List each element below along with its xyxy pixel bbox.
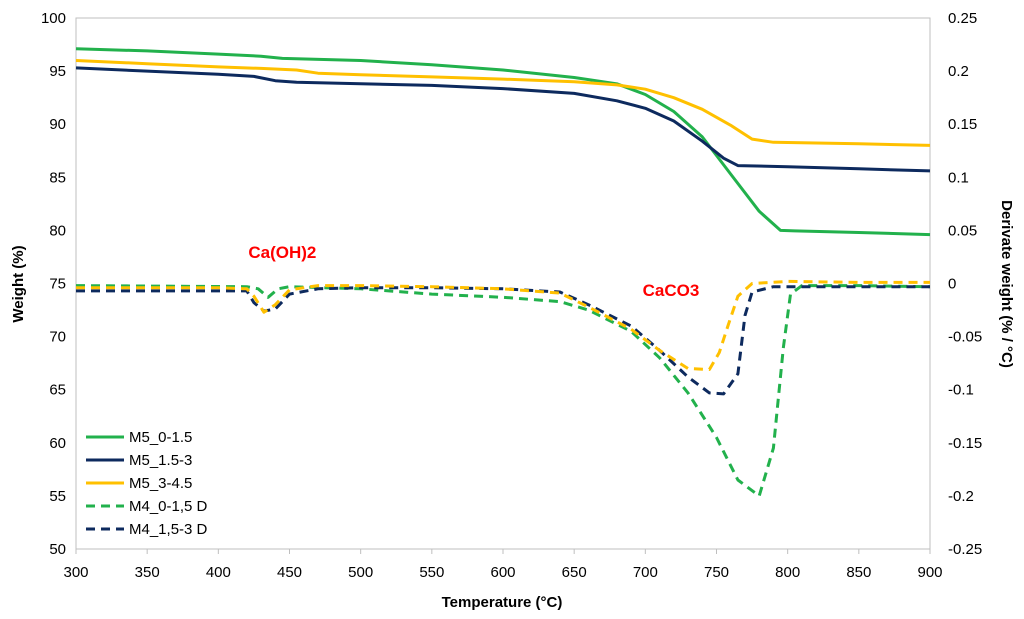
y-tick-label: 70 [49, 329, 66, 346]
x-tick-label: 600 [490, 564, 515, 581]
legend-label: M5_3-4.5 [129, 475, 192, 492]
legend-label: M5_1.5-3 [129, 452, 192, 469]
y2-tick-label: -0.2 [948, 488, 974, 505]
series-line-1 [75, 66, 931, 173]
legend-label: M4_1,5-3 D [129, 521, 208, 538]
y-tick-label: 85 [49, 169, 66, 186]
legend-label: M5_0-1.5 [129, 429, 192, 446]
x-tick-label: 700 [633, 564, 658, 581]
x-tick-label: 500 [348, 564, 373, 581]
y-tick-label: 95 [49, 63, 66, 80]
series-line-3 [75, 284, 931, 498]
plot-area-frame [75, 17, 931, 550]
x-tick-label: 450 [277, 564, 302, 581]
x-axis-title: Temperature (°C) [442, 594, 563, 611]
x-tick-label: 800 [775, 564, 800, 581]
y2-axis-title: Derivate weight (% / °C) [998, 200, 1015, 368]
y-tick-label: 60 [49, 435, 66, 452]
y2-tick-label: 0.25 [948, 10, 977, 27]
series-line-2 [75, 59, 931, 147]
x-tick-label: 900 [917, 564, 942, 581]
y-tick-label: 75 [49, 276, 66, 293]
y2-tick-label: 0.15 [948, 116, 977, 133]
y2-tick-label: -0.05 [948, 329, 982, 346]
y-axis-title: Weight (%) [10, 245, 27, 322]
y2-tick-label: -0.15 [948, 435, 982, 452]
annotation-label: Ca(OH)2 [248, 243, 316, 262]
y2-tick-label: -0.25 [948, 541, 982, 558]
y2-tick-label: 0.05 [948, 222, 977, 239]
x-tick-label: 850 [846, 564, 871, 581]
legend-label: M4_0-1,5 D [129, 498, 208, 515]
x-tick-label: 750 [704, 564, 729, 581]
y-tick-label: 50 [49, 541, 66, 558]
x-tick-label: 350 [135, 564, 160, 581]
y-tick-label: 100 [41, 10, 66, 27]
y-tick-label: 80 [49, 222, 66, 239]
y2-tick-label: 0.2 [948, 63, 969, 80]
y-tick-label: 90 [49, 116, 66, 133]
y2-tick-label: 0.1 [948, 169, 969, 186]
y-tick-label: 55 [49, 488, 66, 505]
series-line-5 [76, 279, 930, 371]
x-tick-label: 400 [206, 564, 231, 581]
annotation-label: CaCO3 [643, 281, 700, 300]
x-tick-label: 300 [63, 564, 88, 581]
x-tick-label: 650 [562, 564, 587, 581]
x-tick-label: 550 [419, 564, 444, 581]
series-line-4 [76, 285, 930, 396]
y2-tick-label: 0 [948, 276, 956, 293]
y2-tick-label: -0.1 [948, 382, 974, 399]
y-tick-label: 65 [49, 382, 66, 399]
